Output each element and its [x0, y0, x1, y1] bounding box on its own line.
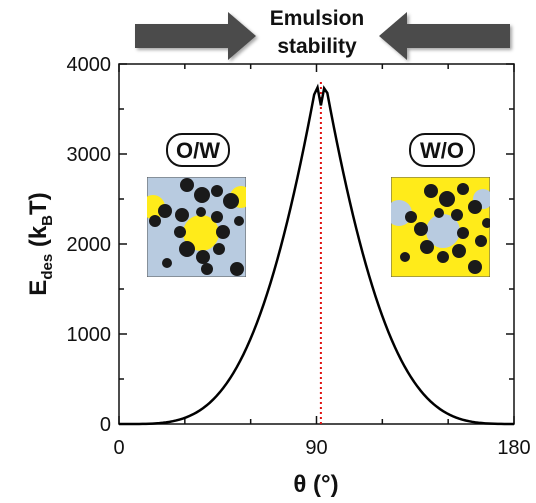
y-tick-label: 1000 [67, 324, 112, 346]
right-arrow-icon [135, 12, 256, 60]
banner-line1: Emulsion [270, 7, 365, 30]
wo-annotation: W/O [391, 133, 490, 277]
axis-tick-labels: 0 90 180 0 1000 2000 3000 4000 [67, 54, 531, 459]
y-axis-title: Edes (kBT) [25, 192, 56, 295]
banner: Emulsion stability [135, 7, 510, 60]
ow-annotation: O/W [147, 133, 246, 277]
y-tick-label: 0 [100, 414, 111, 436]
left-arrow-icon [379, 12, 510, 60]
x-tick-label: 90 [305, 437, 327, 459]
y-tick-label: 4000 [67, 54, 112, 76]
wo-emulsion-image [391, 177, 490, 277]
series-line [119, 83, 515, 426]
y-tick-label: 2000 [67, 234, 112, 256]
ow-emulsion-image [147, 177, 246, 277]
x-tick-label: 180 [497, 437, 530, 459]
banner-line2: stability [277, 35, 357, 58]
y-tick-label: 3000 [67, 144, 112, 166]
x-tick-label: 0 [113, 437, 124, 459]
wo-label: W/O [420, 138, 464, 163]
axis-ticks [118, 63, 515, 425]
ow-label: O/W [176, 138, 220, 163]
wo-label-box [409, 133, 475, 167]
ow-label-box [166, 133, 230, 167]
x-axis-title: θ (°) [293, 471, 338, 498]
